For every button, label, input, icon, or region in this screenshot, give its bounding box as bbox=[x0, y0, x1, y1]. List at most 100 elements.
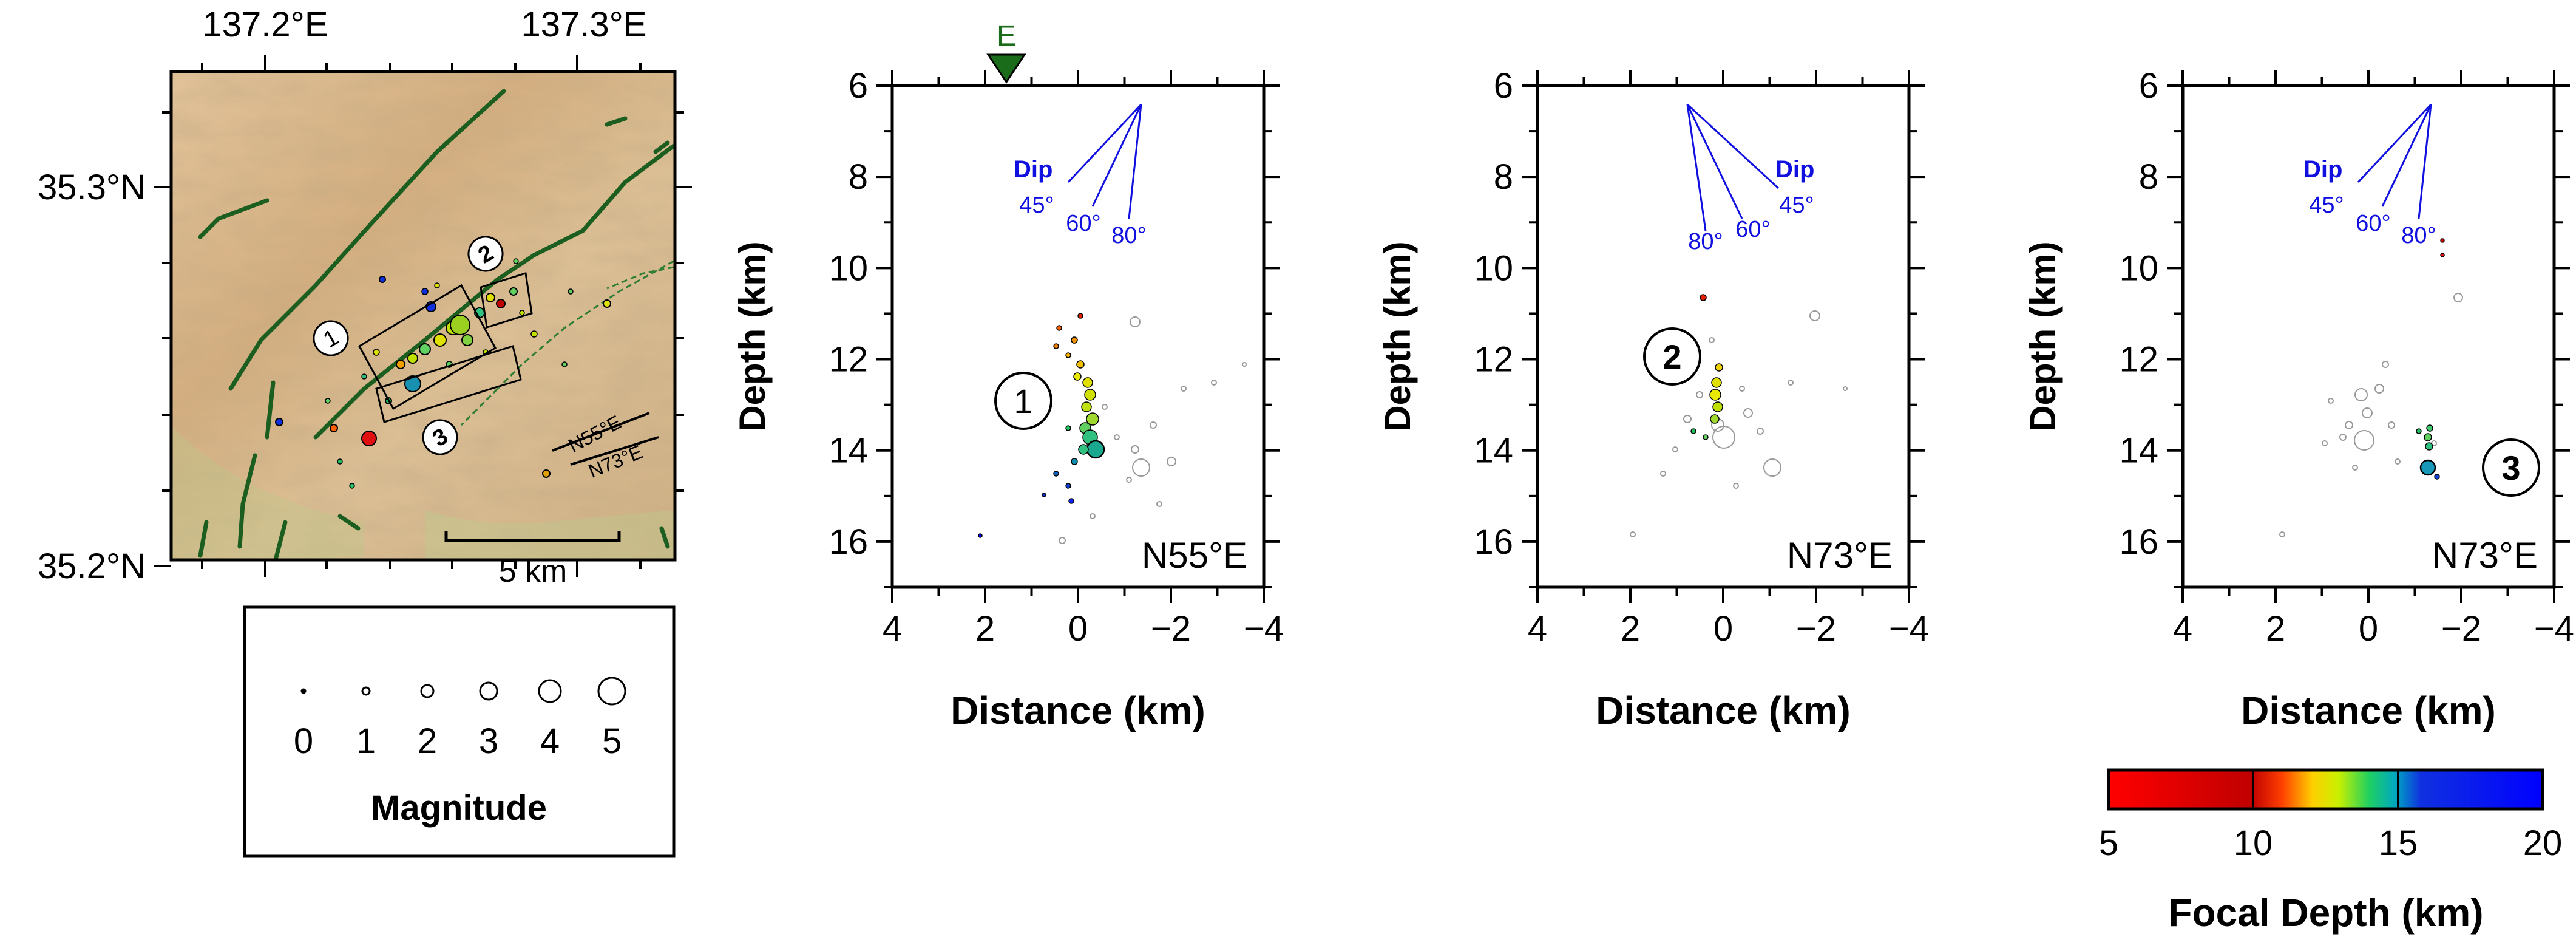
x-axis-title: Distance (km) bbox=[951, 689, 1205, 732]
terrain-relief bbox=[171, 72, 675, 560]
event bbox=[1709, 389, 1721, 401]
section-number-text: 1 bbox=[1014, 382, 1032, 420]
event bbox=[330, 424, 338, 432]
dip-guide-2 bbox=[1686, 103, 1780, 231]
bg-event bbox=[1739, 386, 1745, 392]
colorbar-title: Focal Depth (km) bbox=[2168, 891, 2483, 935]
section-orientation: N55°E bbox=[1142, 535, 1247, 576]
cross-section-2: 6 8 10 12 14 16 4 2 0 −2 −4 Dip 80° 60° 45° 2 N73… bbox=[1377, 66, 1929, 732]
map-events bbox=[275, 258, 611, 489]
x-tick-label: 0 bbox=[1068, 609, 1088, 649]
x-tick-label: −2 bbox=[2441, 609, 2481, 649]
event bbox=[2419, 459, 2436, 476]
x-tick-label: 0 bbox=[2359, 609, 2378, 649]
event bbox=[2424, 433, 2432, 441]
bg-event bbox=[1131, 445, 1139, 454]
bg-event bbox=[2322, 440, 2328, 446]
event bbox=[1042, 493, 1046, 497]
mag-label: 3 bbox=[479, 721, 498, 761]
dip-angle-label: 60° bbox=[1735, 217, 1770, 242]
event bbox=[530, 330, 538, 338]
box-label-2-group: 2 bbox=[467, 236, 504, 272]
bg-event bbox=[1150, 421, 1157, 429]
dip-label: Dip bbox=[2303, 156, 2342, 183]
event bbox=[496, 299, 506, 308]
event bbox=[603, 299, 611, 308]
fault-line bbox=[198, 198, 269, 239]
dip-guide-1 bbox=[1067, 103, 1142, 219]
focal-depth-colorbar: 5 10 15 20 Focal Depth (km) bbox=[2099, 768, 2562, 935]
section-number-1: 1 bbox=[994, 372, 1052, 430]
event bbox=[407, 353, 418, 364]
event bbox=[1086, 412, 1099, 426]
bg-event bbox=[1712, 426, 1735, 449]
bg-event bbox=[1114, 434, 1120, 440]
fault-line-dashed bbox=[497, 260, 674, 390]
x-tick-label: −4 bbox=[1889, 609, 1929, 649]
lowland-shading-2 bbox=[425, 510, 675, 560]
y-tick-label: 8 bbox=[1494, 157, 1513, 197]
event bbox=[450, 315, 470, 335]
fault-line-dashed bbox=[460, 387, 499, 426]
y-tick-label: 10 bbox=[829, 248, 868, 288]
event bbox=[1712, 401, 1723, 412]
bg-event bbox=[2374, 384, 2384, 394]
section-3-frame bbox=[2181, 84, 2556, 589]
x-tick-label: 2 bbox=[975, 609, 995, 649]
y-tick-label: 16 bbox=[1474, 522, 1513, 562]
x-axis-title: Distance (km) bbox=[1596, 689, 1851, 732]
bg-event bbox=[2345, 421, 2353, 429]
inferred-faults bbox=[460, 260, 674, 426]
y-axis-2: 6 8 10 12 14 16 bbox=[1474, 66, 1925, 588]
y-tick-label: 6 bbox=[849, 66, 868, 106]
dip-guide-3 bbox=[2357, 103, 2432, 219]
magnitude-legend: 0 1 2 3 4 5 Magnitude bbox=[243, 605, 676, 858]
section-1-frame bbox=[890, 84, 1266, 589]
event bbox=[1690, 428, 1696, 434]
event bbox=[1710, 414, 1720, 424]
event bbox=[361, 431, 377, 446]
y-tick-label: 10 bbox=[1474, 248, 1513, 288]
dip-angle-label: 80° bbox=[1111, 223, 1146, 248]
dip-angle-label: 80° bbox=[2401, 223, 2436, 248]
y-axis-1: 6 8 10 12 14 16 bbox=[829, 66, 1280, 588]
section-box-2 bbox=[480, 272, 533, 329]
section-number-2: 2 bbox=[1643, 327, 1701, 386]
colorbar-tick: 5 bbox=[2099, 823, 2118, 863]
bg-event bbox=[1788, 380, 1794, 386]
bg-event bbox=[1709, 337, 1715, 343]
event bbox=[325, 398, 331, 404]
events-2 bbox=[1630, 294, 1848, 537]
y-tick-label: 6 bbox=[1494, 66, 1513, 106]
legend-circles bbox=[300, 677, 626, 706]
x-tick-label: 0 bbox=[1713, 609, 1733, 649]
fault-line bbox=[653, 140, 670, 154]
colorbar-gradient bbox=[2107, 768, 2544, 811]
event bbox=[1082, 377, 1093, 388]
event bbox=[2434, 474, 2440, 480]
bg-event bbox=[1132, 458, 1150, 477]
event bbox=[1715, 363, 1723, 372]
event bbox=[337, 458, 343, 465]
bg-event bbox=[1126, 477, 1132, 483]
dip-angle-label: 45° bbox=[2309, 193, 2344, 218]
x-axis-2: 4 2 0 −2 −4 bbox=[1528, 70, 1929, 649]
bg-event bbox=[2339, 434, 2347, 441]
box-label-3-group: 3 bbox=[422, 419, 458, 455]
bg-event bbox=[2388, 421, 2395, 429]
colorbar-tick: 10 bbox=[2234, 823, 2273, 863]
bg-event bbox=[1763, 458, 1781, 477]
event bbox=[1078, 444, 1089, 455]
event bbox=[1076, 360, 1085, 369]
bg-event bbox=[1660, 471, 1666, 477]
x-tick-label: 4 bbox=[1528, 609, 1547, 649]
y-tick-label: 8 bbox=[849, 157, 868, 197]
y-axis-title: Depth (km) bbox=[732, 241, 773, 431]
event bbox=[1056, 325, 1062, 331]
x-tick-label: −2 bbox=[1151, 609, 1191, 649]
fault-line bbox=[337, 514, 361, 531]
mag-circle-1 bbox=[361, 686, 371, 696]
event bbox=[1081, 401, 1092, 412]
event bbox=[568, 288, 574, 295]
